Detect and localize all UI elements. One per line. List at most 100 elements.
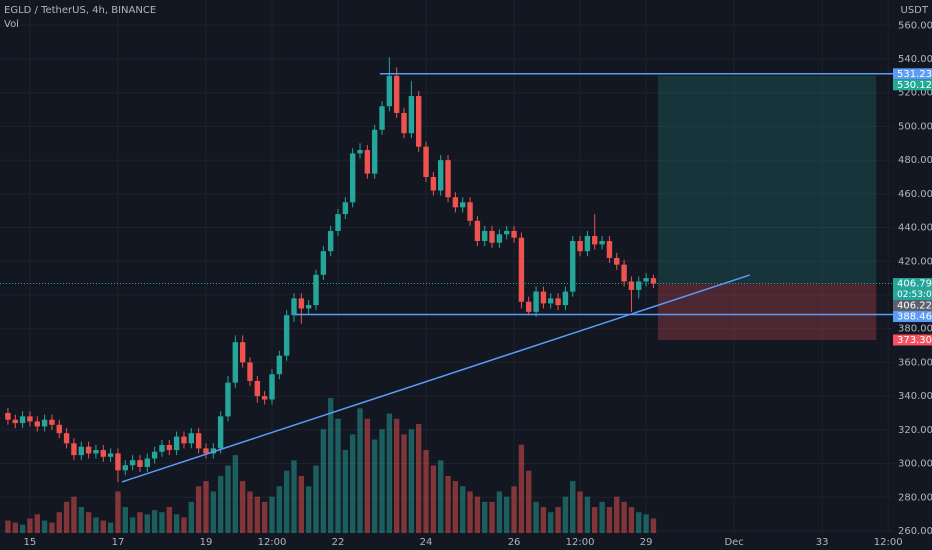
currency-label: USDT xyxy=(901,5,929,16)
candle-body xyxy=(628,281,635,290)
candle-body xyxy=(19,416,26,424)
volume-bar xyxy=(570,481,576,533)
candle-body xyxy=(474,220,481,242)
candle-body xyxy=(335,214,341,231)
candle-body xyxy=(430,176,437,191)
volume-bar xyxy=(71,496,77,533)
candle-body xyxy=(570,241,576,292)
position-profit xyxy=(657,75,877,284)
candle-body xyxy=(63,433,70,444)
volume-bar xyxy=(482,501,488,533)
candle-body xyxy=(41,419,48,427)
candle-body xyxy=(85,446,92,454)
volume-bar xyxy=(188,501,195,533)
candle-body xyxy=(298,298,305,309)
price-label-box xyxy=(893,334,932,346)
volume-bar xyxy=(504,496,510,533)
candle-body xyxy=(342,202,349,215)
volume-bar xyxy=(56,512,62,533)
volume-bar xyxy=(555,507,561,533)
y-tick-label: 560.00 xyxy=(898,20,932,31)
candle-body xyxy=(232,342,239,383)
volume-bar xyxy=(122,507,129,533)
candle-body xyxy=(239,342,246,363)
volume-bar xyxy=(100,520,106,533)
volume-bar xyxy=(5,520,11,533)
candle-body xyxy=(137,460,143,467)
volume-bar xyxy=(474,496,481,533)
candle-body xyxy=(386,75,393,107)
candle-body xyxy=(621,264,627,282)
candle-body xyxy=(313,274,319,306)
volume-bar xyxy=(85,512,92,533)
candle-body xyxy=(408,96,415,134)
volume-bar xyxy=(548,512,554,533)
candle-body xyxy=(482,230,488,242)
volume-bar xyxy=(379,429,385,533)
volume-bar xyxy=(166,507,173,533)
candle-body xyxy=(489,230,495,243)
volume-bar xyxy=(291,460,297,533)
x-tick-label: 24 xyxy=(420,537,433,548)
x-tick-label: 17 xyxy=(112,537,125,548)
volume-bar xyxy=(12,522,18,533)
candle-body xyxy=(327,230,334,252)
volume-bar xyxy=(269,496,275,533)
volume-bar xyxy=(606,507,613,533)
volume-bar xyxy=(19,524,26,533)
volume-bar xyxy=(305,486,312,533)
volume-bar xyxy=(386,413,393,533)
candle-body xyxy=(540,291,547,304)
x-tick-label: 26 xyxy=(508,537,521,548)
volume-bar xyxy=(93,517,99,533)
x-tick-label: 12:00 xyxy=(566,537,595,548)
candle-body xyxy=(357,150,363,154)
candle-body xyxy=(173,436,180,451)
candle-body xyxy=(548,298,554,304)
volume-bar xyxy=(247,491,253,533)
candle-body xyxy=(496,234,503,243)
countdown: 02:53:08 xyxy=(897,290,932,300)
volume-bar xyxy=(129,517,136,533)
volume-bar xyxy=(181,517,187,533)
candle-body xyxy=(159,445,165,452)
volume-bar xyxy=(203,481,209,533)
volume-bar xyxy=(489,501,495,533)
candle-body xyxy=(614,257,620,265)
volume-bar xyxy=(592,507,598,533)
candle-body xyxy=(401,112,407,134)
candle-body xyxy=(526,301,532,312)
y-tick-label: 480.00 xyxy=(898,155,932,166)
candle-body xyxy=(320,251,327,275)
price-label: 373.30 xyxy=(897,335,932,346)
volume-bar xyxy=(643,514,649,533)
candle-body xyxy=(518,237,525,302)
volume-bar xyxy=(151,510,158,533)
volume-bar xyxy=(232,455,239,533)
candle-body xyxy=(225,382,231,417)
volume-bar xyxy=(445,475,451,533)
candle-body xyxy=(533,291,539,312)
volume-bar xyxy=(254,496,261,533)
candle-body xyxy=(151,451,158,459)
volume-bar xyxy=(401,434,407,533)
candle-body xyxy=(291,298,297,316)
candle-body xyxy=(577,241,583,252)
volume-bar xyxy=(621,501,627,533)
volume-bar xyxy=(107,522,114,533)
candle-body xyxy=(115,453,121,471)
price-label-box xyxy=(893,300,932,312)
candle-body xyxy=(283,315,290,356)
y-tick-label: 440.00 xyxy=(898,223,932,234)
volume-bar xyxy=(371,439,378,533)
candle-body xyxy=(415,96,422,147)
x-tick-label: 12:00 xyxy=(258,537,287,548)
candle-body xyxy=(71,443,77,456)
candle-body xyxy=(181,436,187,444)
price-label: 406.79 xyxy=(897,279,932,290)
volume-bar xyxy=(320,429,327,533)
candle-body xyxy=(100,450,106,457)
y-tick-label: 460.00 xyxy=(898,189,932,200)
volume-bar xyxy=(144,514,151,533)
